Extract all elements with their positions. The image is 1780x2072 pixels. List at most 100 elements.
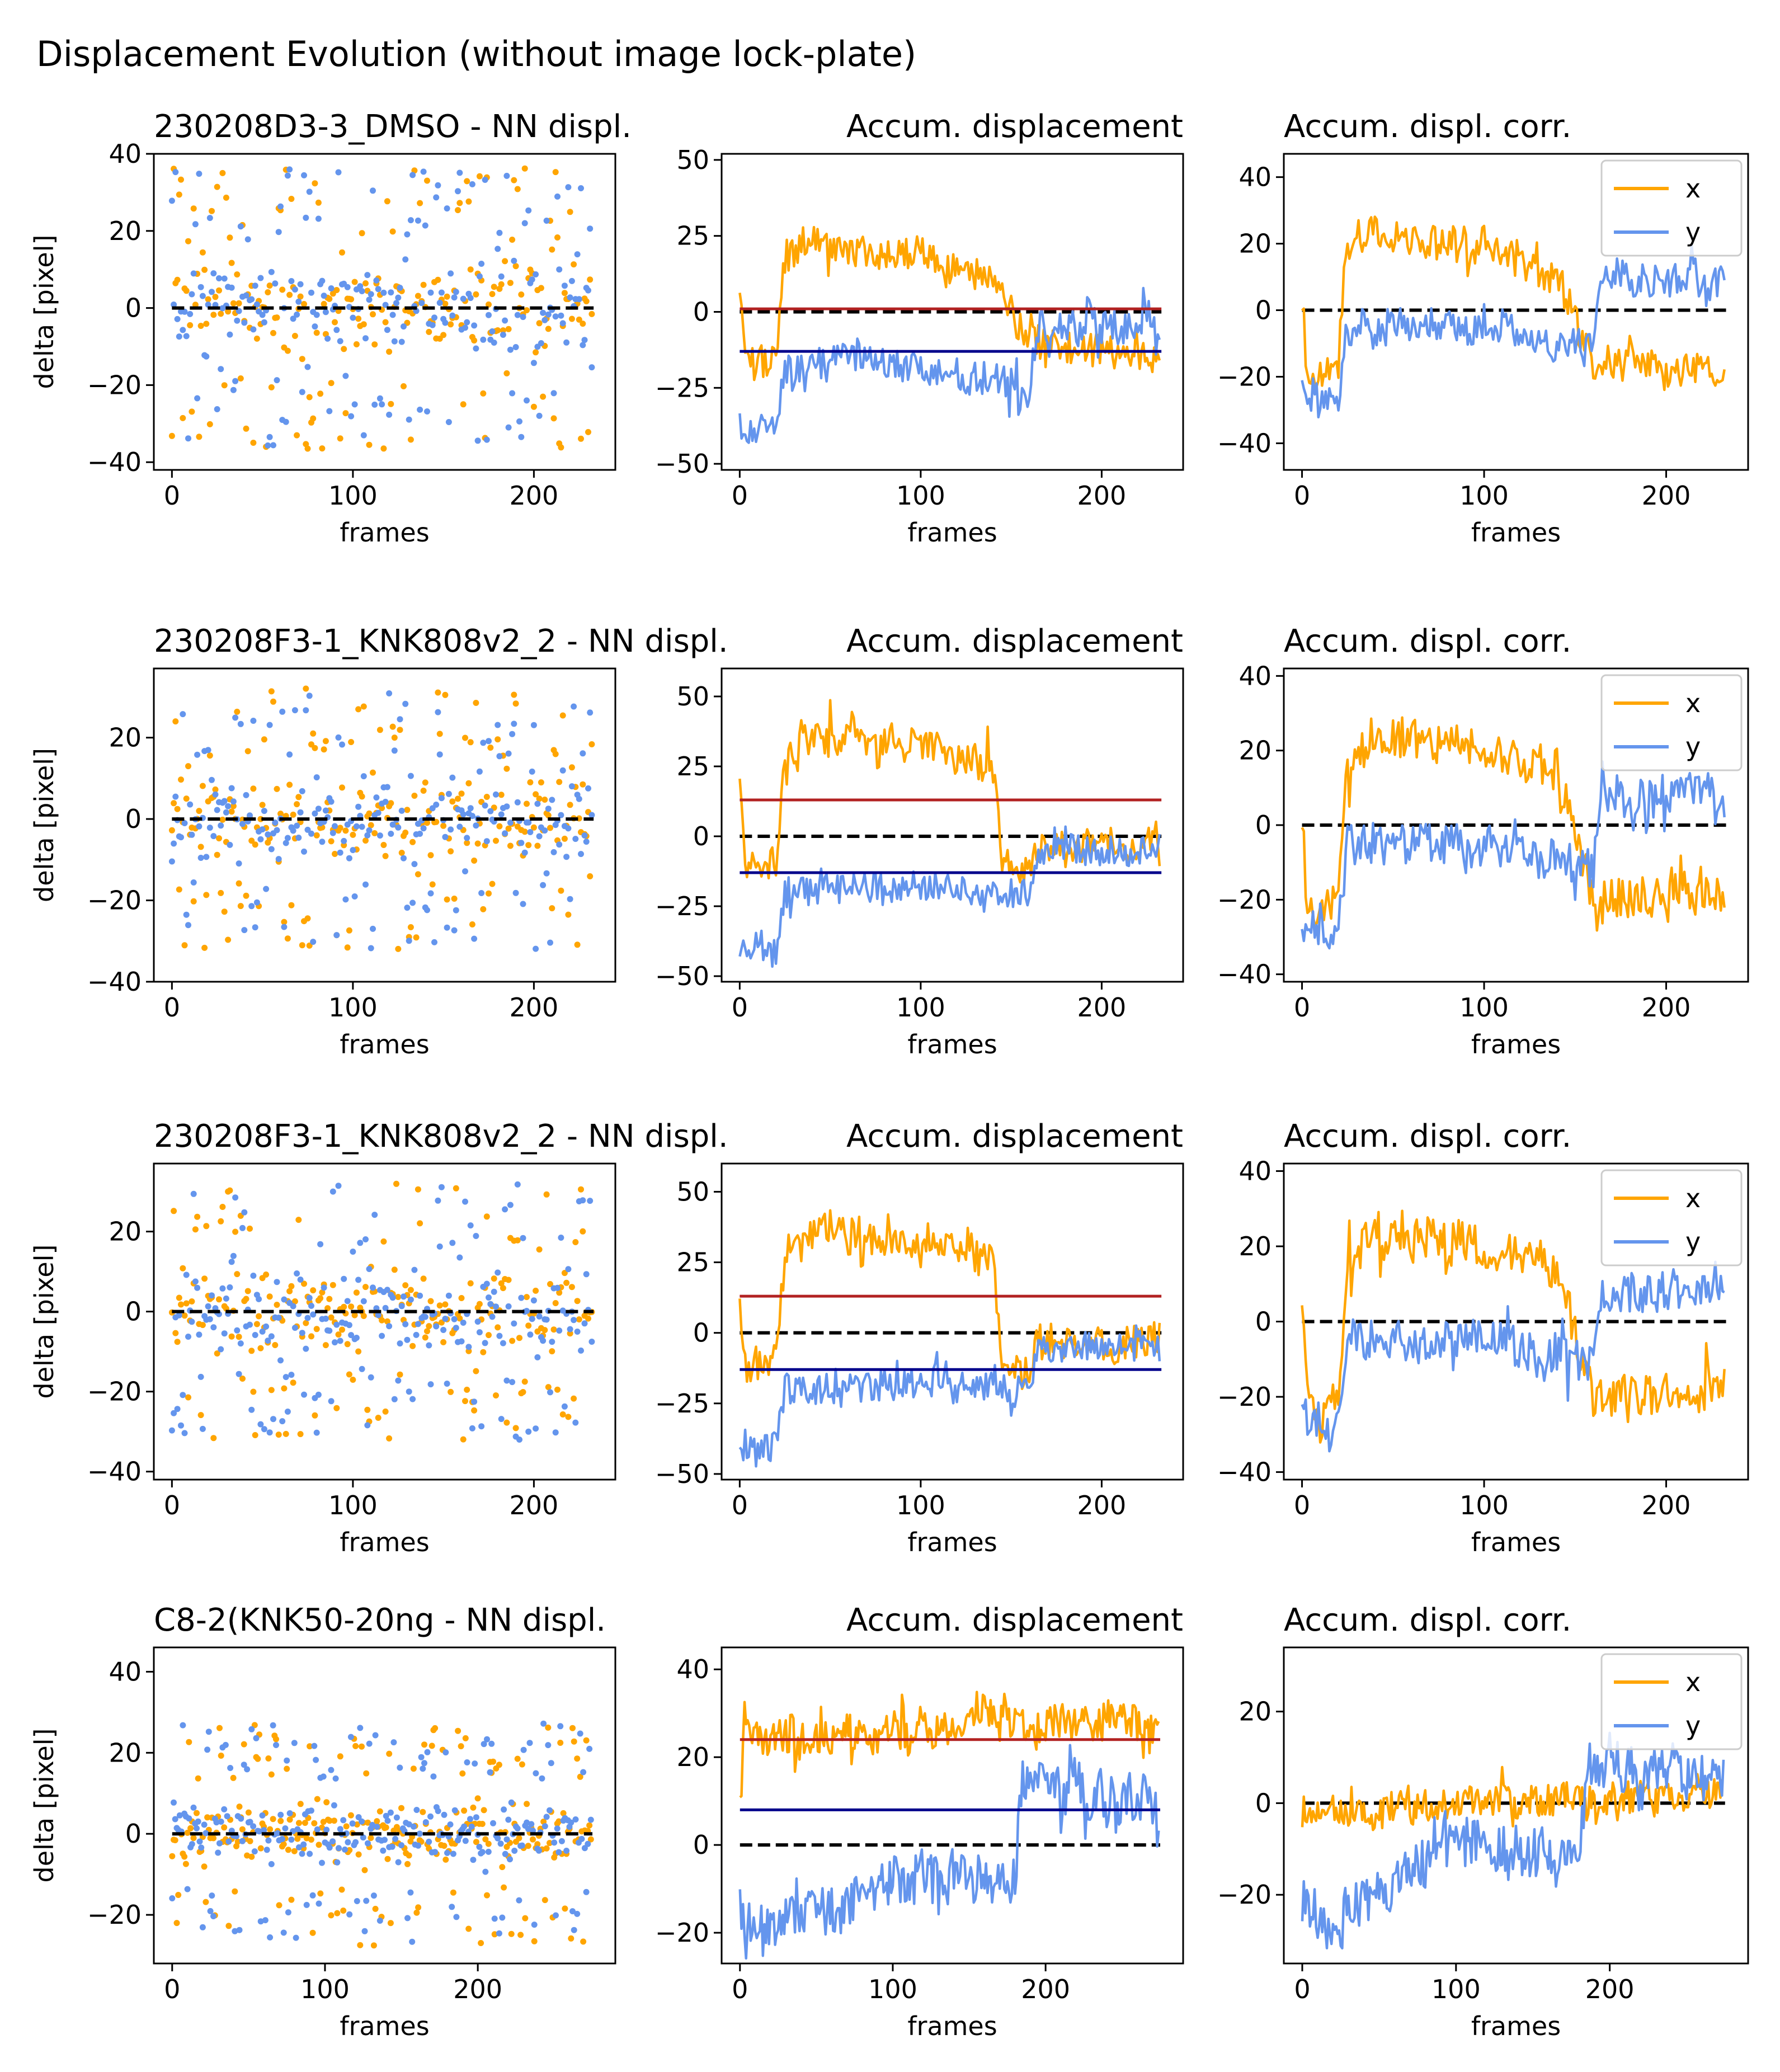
scatter-point-x [469,921,475,927]
chart-title: Accum. displacement [846,623,1183,660]
scatter-point-y [288,278,295,284]
scatter-point-x [550,415,557,422]
scatter-point-y [172,169,179,176]
scatter-point-y [344,284,351,290]
scatter-point-y [486,312,492,318]
scatter-point-y [328,285,335,291]
scatter-point-x [286,291,293,298]
scatter-point-y [248,296,255,303]
scatter-point-x [456,1315,463,1322]
scatter-point-y [206,215,213,222]
scatter-point-x [281,919,288,925]
scatter-point-y [422,1819,429,1825]
scatter-point-y [195,1818,201,1825]
scatter-point-y [453,907,459,913]
scatter-point-y [456,169,463,176]
scatter-point-x [176,1294,182,1301]
scatter-point-x [261,736,267,743]
scatter-point-y [253,301,260,308]
scatter-point-x [552,751,559,757]
scatter-point-y [279,1418,286,1425]
scatter-point-y [308,1807,314,1814]
scatter-point-x [346,1847,353,1853]
scatter-point-x [212,786,219,793]
scatter-point-y [502,830,508,837]
scatter-point-y [536,412,543,419]
scatter-point-x [580,1938,587,1945]
series-line-y [738,1324,1161,1468]
scatter-point-x [491,284,497,290]
scatter-point-y [453,1325,459,1331]
scatter-point-y [307,1850,313,1857]
scatter-point-x [501,1884,507,1891]
scatter-point-y [450,1850,456,1857]
scatter-point-y [203,353,210,360]
scatter-point-y [406,1821,412,1828]
scatter-point-x [368,1835,374,1842]
scatter-point-y [409,900,416,906]
scatter-point-y [382,798,389,805]
scatter-point-y [462,1198,468,1205]
scatter-point-y [496,753,503,760]
scatter-point-x [294,432,300,439]
scatter-point-x [174,276,181,283]
scatter-point-y [574,1329,581,1335]
y-tick-label: −50 [655,449,709,479]
series-line-y [738,286,1161,444]
scatter-point-x [359,1743,365,1750]
scatter-point-x [429,881,436,888]
scatter-point-y [319,1859,325,1866]
scatter-point-x [326,1296,333,1302]
scatter-point-x [511,177,517,183]
scatter-point-y [172,1816,178,1823]
scatter-point-x [339,249,345,256]
scatter-point-x [270,698,276,705]
scatter-point-x [417,1220,423,1227]
scatter-point-y [314,1826,321,1833]
scatter-point-y [355,1814,362,1820]
scatter-point-y [470,1857,477,1863]
scatter-point-y [525,1428,532,1435]
scatter-point-y [370,1284,376,1291]
scatter-point-y [409,172,416,178]
scatter-point-y [478,1423,485,1430]
scatter-point-y [577,1730,583,1737]
scatter-point-y [415,1842,422,1849]
scatter-point-x [281,1385,288,1392]
scatter-point-y [181,820,188,826]
scatter-point-x [312,745,318,751]
scatter-point-y [487,808,494,814]
scatter-point-x [221,382,228,389]
scatter-point-x [337,435,343,442]
scatter-point-y [456,1254,463,1261]
scatter-point-y [329,830,336,836]
scatter-point-x [339,784,345,791]
legend-label-x: x [1685,1183,1701,1213]
scatter-point-x [371,341,378,348]
scatter-point-x [380,445,387,452]
scatter-point-x [578,435,584,442]
scatter-point-y [469,181,475,187]
scatter-point-y [375,1312,382,1318]
scatter-point-y [210,270,217,277]
scatter-point-y [203,854,210,860]
scatter-point-y [514,312,521,318]
scatter-point-x [328,1912,335,1919]
x-tick-label: 0 [732,481,748,511]
scatter-point-y [359,1365,365,1372]
scatter-point-y [407,1889,414,1896]
chart-panel: C8-2(KNK50-20ng - NN displ.0 100 200−20020… [29,1602,616,2041]
scatter-point-y [218,1346,224,1353]
scatter-point-x [315,199,322,206]
scatter-point-y [444,205,450,212]
scatter-point-x [543,1191,550,1198]
scatter-point-x [415,1186,421,1193]
scatter-point-y [373,277,380,284]
scatter-point-x [257,1845,264,1852]
scatter-point-y [301,1391,307,1398]
scatter-point-y [299,1330,305,1336]
scatter-point-y [248,1726,255,1732]
series-line-x [1301,215,1726,392]
scatter-point-x [285,1847,291,1853]
